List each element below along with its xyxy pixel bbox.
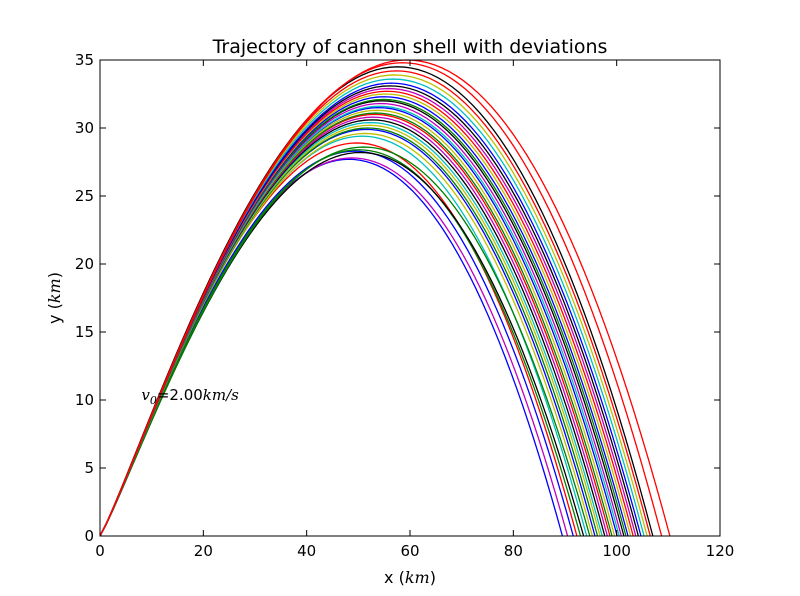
trajectory-series-16 xyxy=(99,113,611,537)
trajectory-series-1 xyxy=(99,158,564,537)
trajectory-series-14 xyxy=(99,119,606,537)
ticks-layer: 0 20 40 60 80 100 120 0 5 10 15 20 25 30 35 xyxy=(75,51,734,560)
x-tick-label: 40 xyxy=(297,542,316,560)
trajectory-series-27 xyxy=(99,87,637,537)
trajectory-series-9 xyxy=(99,132,594,537)
trajectory-series-19 xyxy=(99,106,618,537)
series-layer xyxy=(99,59,671,537)
x-tick-label: 20 xyxy=(194,542,213,560)
y-tick-label: 20 xyxy=(75,255,94,273)
trajectory-series-35 xyxy=(99,59,671,537)
y-tick-label: 30 xyxy=(75,119,94,137)
y-tick-label: 35 xyxy=(75,51,94,69)
trajectory-series-15 xyxy=(99,116,608,537)
y-axis-label: y (km) xyxy=(45,272,64,324)
initial-velocity-annotation: v0=2.00km/s xyxy=(141,386,239,407)
y-tick-label: 10 xyxy=(75,391,94,409)
trajectory-series-7 xyxy=(99,135,588,537)
trajectory-series-13 xyxy=(99,121,603,537)
trajectory-series-8 xyxy=(99,146,591,537)
x-tick-label: 80 xyxy=(504,542,523,560)
trajectory-series-34 xyxy=(99,62,663,537)
y-tick-label: 25 xyxy=(75,187,94,205)
y-tick-label: 0 xyxy=(84,527,94,545)
x-tick-label: 100 xyxy=(602,542,631,560)
y-tick-label: 15 xyxy=(75,323,94,341)
trajectory-series-5 xyxy=(99,149,582,537)
y-tick-label: 5 xyxy=(84,459,94,477)
x-axis-label: x (km) xyxy=(384,568,436,587)
x-tick-label: 60 xyxy=(400,542,419,560)
x-tick-label: 120 xyxy=(706,542,735,560)
chart-title: Trajectory of cannon shell with deviatio… xyxy=(212,36,608,58)
x-tick-label: 0 xyxy=(95,542,105,560)
trajectory-series-17 xyxy=(99,112,613,537)
